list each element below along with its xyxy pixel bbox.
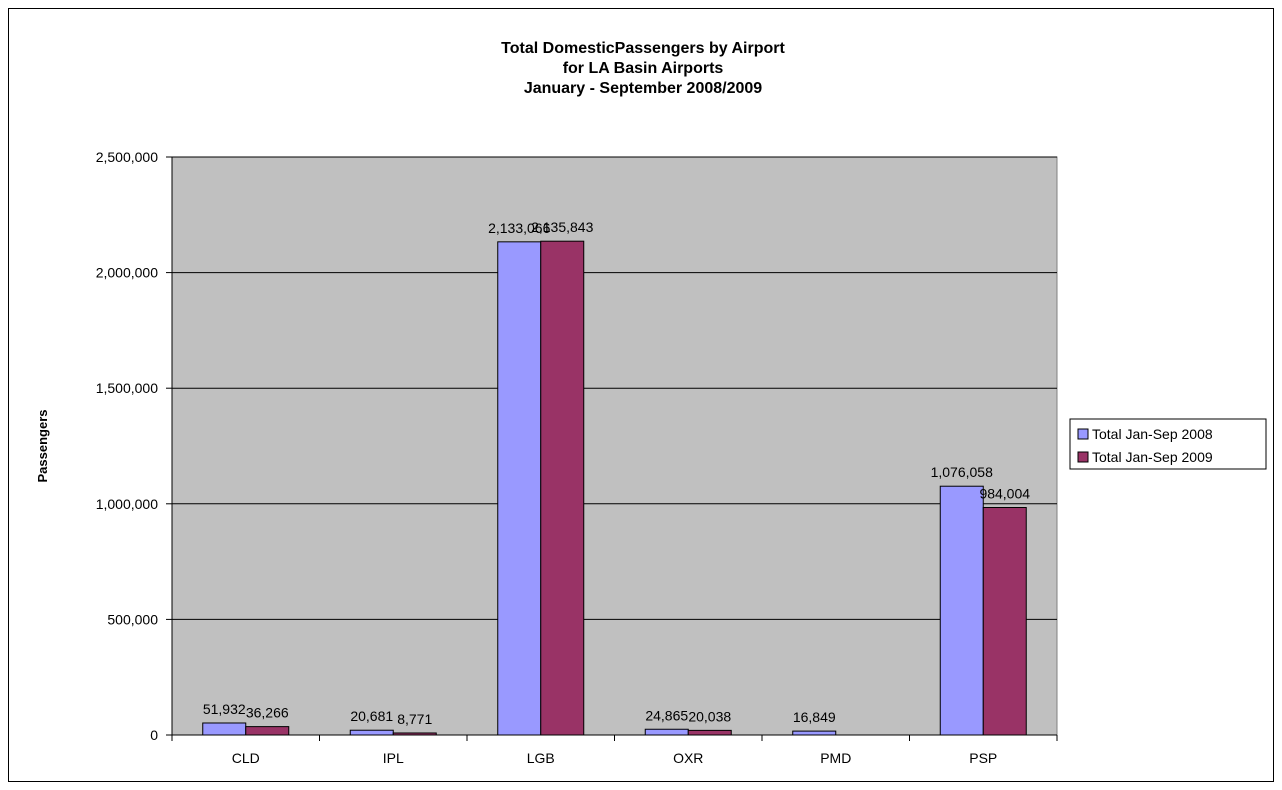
y-tick-label: 500,000 xyxy=(107,611,158,627)
data-label: 51,932 xyxy=(203,701,246,717)
data-labels: 51,932 36,266 20,681 8,771 2,133,0662,135,84… xyxy=(203,219,1030,727)
chart-title: Total DomesticPassengers by Airport for … xyxy=(501,40,785,97)
legend-swatch-2008 xyxy=(1077,428,1089,440)
x-tick-label: OXR xyxy=(673,750,703,766)
x-tick-label: PSP xyxy=(969,750,997,766)
x-tick-label: LGB xyxy=(527,750,555,766)
legend-label-2009: Total Jan-Sep 2009 xyxy=(1092,449,1213,465)
data-label: 8,771 xyxy=(397,711,432,727)
bar-lgb-2008 xyxy=(497,241,542,736)
chart-frame: Total DomesticPassengers by Airport for … xyxy=(8,8,1274,782)
data-label: 20,681 xyxy=(350,708,393,724)
data-label: 36,266 xyxy=(246,705,289,721)
bar-pmd-2008 xyxy=(792,730,837,736)
data-label: 16,849 xyxy=(793,709,836,725)
legend: Total Jan-Sep 2008 Total Jan-Sep 2009 xyxy=(1069,418,1267,470)
bar-cld-2009 xyxy=(245,726,290,736)
data-label: 2,133,066 xyxy=(488,220,550,236)
y-tick-label: 2,000,000 xyxy=(96,265,158,281)
y-tick-label: 1,500,000 xyxy=(96,380,158,396)
legend-swatch-2009 xyxy=(1077,451,1089,463)
data-label: 24,865 xyxy=(645,707,688,723)
bar-psp-2008 xyxy=(939,485,984,736)
axes xyxy=(166,156,1058,741)
plot-area xyxy=(171,156,1058,736)
bar-psp-2009 xyxy=(982,506,1027,736)
data-label: 20,038 xyxy=(688,708,731,724)
data-label: 984,004 xyxy=(979,485,1030,501)
chart-title-line-2: for LA Basin Airports xyxy=(563,60,724,77)
chart-title-line-1: Total DomesticPassengers by Airport xyxy=(501,40,785,57)
legend-label-2008: Total Jan-Sep 2008 xyxy=(1092,426,1213,442)
bar-lgb-2009 xyxy=(540,240,585,736)
tick-labels: 0 500,000 1,000,000 1,500,000 2,000,000 2,500… xyxy=(96,149,998,766)
bar-chart: Total DomesticPassengers by Airport for … xyxy=(35,40,1267,766)
y-tick-label: 0 xyxy=(150,727,158,743)
bars xyxy=(202,240,1027,736)
legend-box xyxy=(1069,418,1267,470)
bar-cld-2008 xyxy=(202,722,247,736)
y-tick-label: 1,000,000 xyxy=(96,496,158,512)
x-tick-label: CLD xyxy=(232,750,260,766)
data-label: 1,076,058 xyxy=(931,464,993,480)
x-tick-label: IPL xyxy=(383,750,404,766)
chart-title-line-3: January - September 2008/2009 xyxy=(524,80,762,97)
y-axis-title: Passengers xyxy=(35,410,50,483)
bar-ipl-2008 xyxy=(349,729,394,736)
x-tick-label: PMD xyxy=(820,750,851,766)
bar-oxr-2009 xyxy=(687,729,732,736)
gridlines xyxy=(172,156,1057,620)
y-tick-label: 2,500,000 xyxy=(96,149,158,165)
bar-oxr-2008 xyxy=(644,728,689,736)
data-label: 2,135,843 xyxy=(531,219,593,235)
